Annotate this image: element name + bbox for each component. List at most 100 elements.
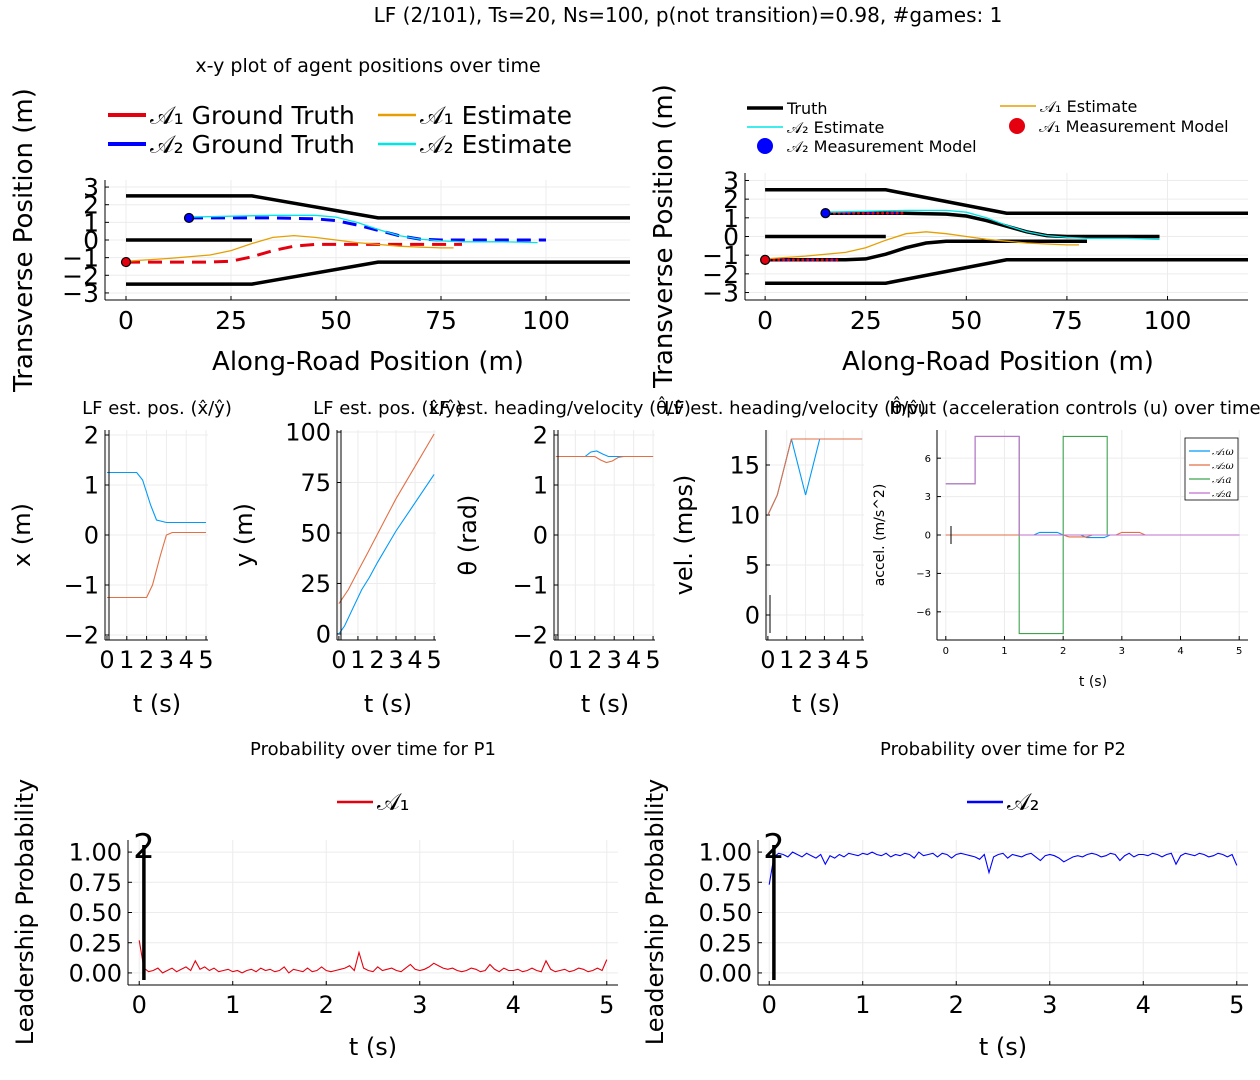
chart-title: LF est. pos. (x̂/ŷ) xyxy=(82,398,232,419)
x-tick-label: 2 xyxy=(319,991,334,1019)
y-tick-label: −6 xyxy=(916,607,931,618)
legend-label: 𝒜₁ xyxy=(377,788,409,816)
legend-label: 𝒜₂ Measurement Model xyxy=(787,137,977,156)
truth-line xyxy=(765,239,1087,262)
series-line-1 xyxy=(555,455,654,464)
x-axis-label: t (s) xyxy=(133,690,181,718)
y-tick-label: 1 xyxy=(83,208,99,237)
x-tick-label: 4 xyxy=(407,646,422,674)
series-line-0 xyxy=(338,474,435,635)
y-tick-label: 0 xyxy=(925,531,931,542)
y-axis-label: x (m) xyxy=(8,503,36,567)
y-tick-label: 0 xyxy=(533,522,548,550)
x-tick-label: 100 xyxy=(522,306,570,335)
x-tick-label: 5 xyxy=(426,646,441,674)
y-tick-label: 15 xyxy=(729,452,760,480)
x-tick-label: 2 xyxy=(139,646,154,674)
chart-prob2: 0 1 2 3 4 5 0.00 0.250.500.751.00 Probability ov… xyxy=(641,739,1248,1061)
y-tick-label: 1 xyxy=(723,204,739,233)
series-line-0 xyxy=(107,471,206,524)
measurement-point xyxy=(856,211,860,215)
chart-title: LF est. heading/velocity (θ̂/v̂) xyxy=(429,396,691,419)
y-axis-label: Transverse Position (m) xyxy=(9,88,39,393)
measurement-point xyxy=(895,211,899,215)
x-axis-label: t (s) xyxy=(349,1033,397,1061)
chart-title: Input (acceleration controls (u) over ti… xyxy=(889,398,1260,419)
measurement-point xyxy=(782,258,786,262)
plot-area xyxy=(945,435,1240,635)
chart-title: Probability over time for P1 xyxy=(250,739,496,760)
x-tick-label: 0 xyxy=(331,646,346,674)
series-line-1 xyxy=(107,531,206,599)
y-tick-label: 0 xyxy=(83,226,99,255)
plot-area xyxy=(767,438,863,516)
x-tick-label: 1 xyxy=(779,646,794,674)
y-tick-label: 0.50 xyxy=(699,899,752,927)
x-tick-label: 3 xyxy=(412,991,427,1019)
plot-area xyxy=(107,471,206,599)
y-axis-label: y (m) xyxy=(230,503,258,567)
y-tick-label: 2 xyxy=(83,191,99,220)
y-tick-label: −3 xyxy=(62,279,99,308)
chart-title: LF est. pos. (x̂/ŷ) xyxy=(313,398,463,419)
y-tick-label: 0.00 xyxy=(69,960,122,988)
series-line-0 xyxy=(138,940,608,974)
x-tick-label: 2 xyxy=(369,646,384,674)
y-tick-label: 0.75 xyxy=(699,869,752,897)
legend-swatch xyxy=(1009,118,1025,134)
x-tick-label: 3 xyxy=(1042,991,1057,1019)
x-tick-label: 3 xyxy=(1119,646,1125,657)
measurement-point xyxy=(777,258,781,262)
y-tick-label: −1 xyxy=(702,241,739,270)
y-tick-label: 6 xyxy=(925,454,931,465)
measurement-point xyxy=(847,211,851,215)
y-tick-label: 2 xyxy=(723,185,739,214)
x-tick-label: 0 xyxy=(132,991,147,1019)
x-tick-label: 4 xyxy=(626,646,641,674)
measurement-point xyxy=(900,211,904,215)
chart-prob1: 0 1 2 3 4 5 0.00 0.250.500.751.00 Probability ov… xyxy=(11,739,618,1061)
x-axis-label: t (s) xyxy=(1079,674,1107,690)
y-tick-label: 1 xyxy=(84,472,99,500)
legend-label: 𝒜₁a xyxy=(1212,475,1231,486)
x-axis-label: t (s) xyxy=(581,690,629,718)
legend-swatch xyxy=(757,138,773,154)
measurement-point xyxy=(786,258,790,262)
leader-marker-label: 2 xyxy=(133,827,155,867)
y-axis-label: Transverse Position (m) xyxy=(649,84,679,389)
y-tick-label: −3 xyxy=(916,569,931,580)
x-tick-label: 0 xyxy=(118,306,134,335)
series-line-0 xyxy=(126,242,462,264)
chart-title: x-y plot of agent positions over time xyxy=(195,55,540,77)
legend-label: 𝒜₁ Estimate xyxy=(420,101,572,130)
legend: 𝒜₂ xyxy=(967,788,1039,816)
y-tick-label: −1 xyxy=(62,244,99,273)
y-tick-label: 0 xyxy=(84,522,99,550)
plot-area xyxy=(338,433,435,635)
x-tick-label: 2 xyxy=(949,991,964,1019)
measurement-point xyxy=(791,258,795,262)
legend-label: 𝒜₂ xyxy=(1007,788,1039,816)
x-tick-label: 4 xyxy=(836,646,851,674)
y-tick-label: 0.25 xyxy=(69,929,122,957)
measurement-point xyxy=(815,258,819,262)
leader-marker-label: 2 xyxy=(763,827,785,867)
series-line-3 xyxy=(188,214,538,244)
measurement-point xyxy=(820,258,824,262)
x-tick-label: 25 xyxy=(215,306,247,335)
series-line-1 xyxy=(338,433,435,605)
x-tick-label: 3 xyxy=(159,646,174,674)
series-line-0 xyxy=(768,851,1238,885)
x-tick-label: 5 xyxy=(1236,646,1242,657)
start-point xyxy=(760,254,771,265)
legend-label: 𝒜₂ Ground Truth xyxy=(150,130,355,159)
x-tick-label: 25 xyxy=(850,306,882,335)
y-axis-label: vel. (mps) xyxy=(670,475,698,596)
road-boundary xyxy=(765,188,1248,215)
y-tick-label: 0 xyxy=(723,223,739,252)
